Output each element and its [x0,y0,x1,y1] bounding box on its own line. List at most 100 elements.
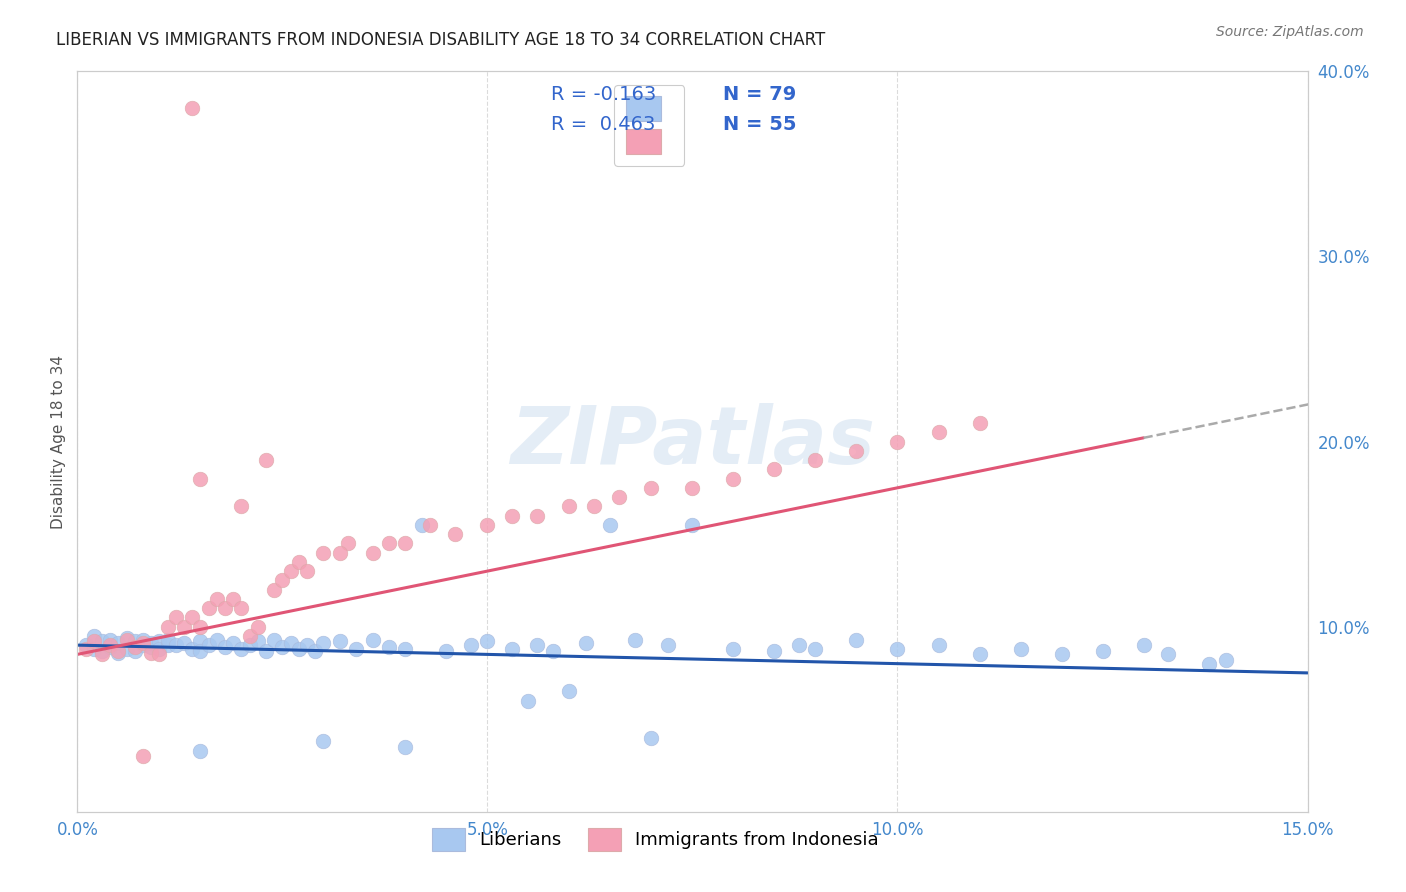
Point [969,648,991,662]
Point [90,634,114,648]
Point [329,634,352,648]
Point [886,434,908,449]
Point [477,517,499,532]
Point [280,636,302,650]
Point [288,555,311,569]
Text: R = -0.163: R = -0.163 [551,86,657,104]
Point [394,739,416,754]
Point [231,641,253,656]
Point [583,500,606,514]
Point [1157,648,1180,662]
Point [231,500,253,514]
Point [624,632,647,647]
Point [75,638,97,652]
Point [763,462,786,476]
Point [181,641,204,656]
Point [501,508,523,523]
Point [107,646,129,660]
Point [886,641,908,656]
Point [640,481,662,495]
Point [239,629,262,643]
Point [1198,657,1220,671]
Point [124,640,146,654]
Point [75,641,97,656]
Point [205,591,228,606]
Point [394,536,416,550]
Point [263,582,285,597]
Point [148,641,170,656]
Point [173,636,195,650]
Point [197,601,219,615]
Point [558,684,581,698]
Point [197,638,219,652]
Point [214,640,236,654]
Point [344,641,367,656]
Text: Source: ZipAtlas.com: Source: ZipAtlas.com [1216,25,1364,39]
Point [723,641,745,656]
Text: N = 79: N = 79 [723,86,796,104]
Point [132,632,155,647]
Point [132,638,155,652]
Point [214,601,236,615]
Point [181,101,204,115]
Point [271,574,294,588]
Point [132,636,155,650]
Point [526,638,548,652]
Point [460,638,482,652]
Point [107,636,129,650]
Point [312,545,335,560]
Point [148,634,170,648]
Text: N = 55: N = 55 [723,115,797,134]
Point [804,453,827,467]
Point [239,638,262,652]
Point [288,641,311,656]
Point [295,564,318,578]
Point [682,481,704,495]
Point [165,610,187,624]
Point [312,636,335,650]
Point [558,500,581,514]
Point [657,638,679,652]
Point [419,517,441,532]
Point [181,610,204,624]
Point [312,734,335,748]
Point [436,643,458,657]
Point [1132,638,1154,652]
Point [845,632,868,647]
Point [98,638,121,652]
Point [723,472,745,486]
Point [115,632,138,647]
Point [1091,643,1114,657]
Text: LIBERIAN VS IMMIGRANTS FROM INDONESIA DISABILITY AGE 18 TO 34 CORRELATION CHART: LIBERIAN VS IMMIGRANTS FROM INDONESIA DI… [56,31,825,49]
Point [90,648,114,662]
Point [124,643,146,657]
Point [115,631,138,645]
Point [304,643,326,657]
Point [526,508,548,523]
Point [411,517,433,532]
Point [329,545,352,560]
Point [1010,641,1032,656]
Point [640,731,662,745]
Point [607,490,630,504]
Point [188,744,212,758]
Text: R =  0.463: R = 0.463 [551,115,655,134]
Point [443,527,465,541]
Point [222,636,245,650]
Y-axis label: Disability Age 18 to 34: Disability Age 18 to 34 [51,354,66,529]
Point [804,641,827,656]
Point [188,472,212,486]
Point [394,641,416,656]
Point [188,643,212,657]
Point [599,517,621,532]
Point [246,634,269,648]
Point [148,648,170,662]
Point [361,632,384,647]
Point [124,634,146,648]
Point [165,638,187,652]
Point [254,453,277,467]
Point [231,601,253,615]
Point [378,536,401,550]
Point [271,640,294,654]
Point [378,640,401,654]
